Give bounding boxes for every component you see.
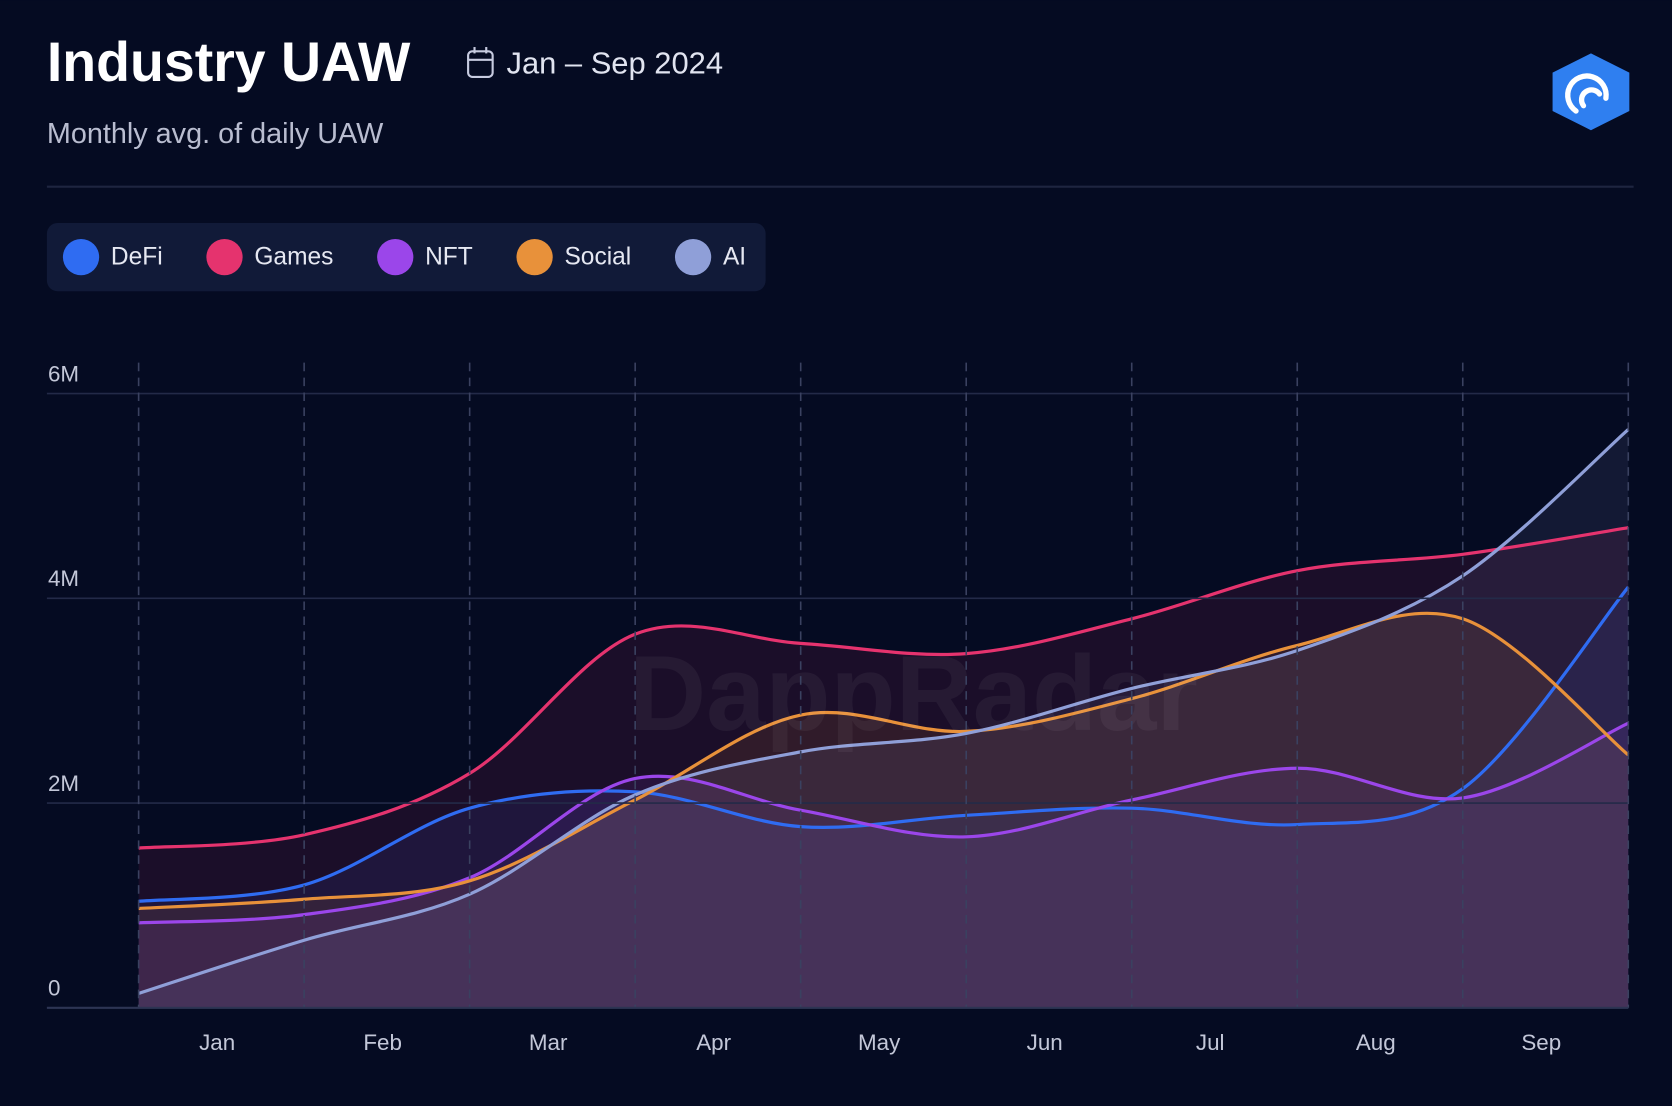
legend-label: DeFi [111,244,163,271]
series-line [138,721,1629,925]
y-tick-label: 0 [48,976,60,1001]
legend-label: Social [564,244,631,271]
y-tick-label: 6M [48,361,79,386]
x-tick-label: Mar [529,1030,568,1055]
y-tick-label: 2M [48,771,79,796]
series-area [138,613,1629,1008]
series-area [138,527,1629,1008]
y-tick-label: 4M [48,566,79,591]
series-line [138,586,1630,903]
series-line [138,611,1630,911]
legend-label: NFT [425,244,473,271]
legend-swatch [674,238,712,276]
x-tick-label: Jul [1196,1030,1225,1055]
legend-swatch [516,238,553,276]
lines [138,428,1630,995]
x-tick-label: Jan [199,1030,235,1055]
series-area [138,723,1629,1008]
x-tick-label: May [858,1030,901,1055]
date-range: Jan – Sep 2024 [507,45,724,80]
series-line [138,526,1629,850]
series-line [138,428,1630,995]
legend-swatch [62,238,100,276]
x-tick-label: Aug [1356,1030,1396,1055]
series-area [138,587,1629,1008]
series-area [138,429,1629,1008]
calendar-icon [467,47,494,78]
x-tick-label: Sep [1521,1030,1561,1055]
x-tick-label: Feb [363,1030,402,1055]
chart-subtitle: Monthly avg. of daily UAW [47,118,384,150]
chart-title: Industry UAW [47,31,411,93]
logo [1552,53,1630,131]
x-tick-label: Jun [1027,1030,1063,1055]
areas [138,429,1629,1008]
legend-label: AI [723,244,746,271]
watermark: DappRadar [629,633,1198,753]
legend-swatch [377,238,414,276]
legend-label: Games [254,244,333,271]
legend-swatch [206,238,243,276]
x-tick-label: Apr [696,1030,731,1055]
